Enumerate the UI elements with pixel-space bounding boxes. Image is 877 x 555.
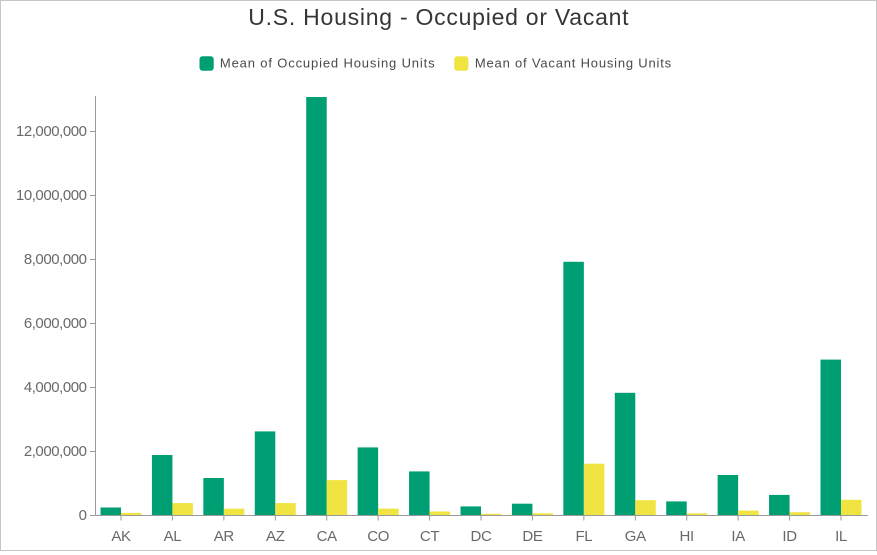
- svg-text:8,000,000: 8,000,000: [24, 251, 87, 268]
- svg-text:2,000,000: 2,000,000: [24, 443, 87, 460]
- svg-text:AR: AR: [214, 528, 235, 545]
- svg-text:DE: DE: [522, 528, 542, 545]
- svg-text:ID: ID: [782, 528, 797, 545]
- svg-text:GA: GA: [625, 528, 646, 545]
- svg-text:U.S. Housing - Occupied or Vac: U.S. Housing - Occupied or Vacant: [248, 4, 629, 30]
- svg-text:IL: IL: [835, 528, 847, 545]
- svg-text:0: 0: [79, 507, 87, 524]
- svg-text:AK: AK: [111, 528, 131, 545]
- svg-text:12,000,000: 12,000,000: [16, 123, 87, 140]
- svg-text:DC: DC: [471, 528, 492, 545]
- svg-text:HI: HI: [680, 528, 694, 545]
- svg-text:AL: AL: [164, 528, 182, 545]
- svg-text:CT: CT: [420, 528, 439, 545]
- svg-text:CO: CO: [367, 528, 389, 545]
- svg-text:IA: IA: [731, 528, 745, 545]
- svg-text:FL: FL: [575, 528, 592, 545]
- svg-text:4,000,000: 4,000,000: [24, 379, 87, 396]
- svg-text:AZ: AZ: [266, 528, 285, 545]
- svg-text:Mean of Vacant Housing Units: Mean of Vacant Housing Units: [475, 55, 672, 70]
- svg-text:10,000,000: 10,000,000: [16, 187, 87, 204]
- svg-text:6,000,000: 6,000,000: [24, 315, 87, 332]
- svg-text:CA: CA: [317, 528, 337, 545]
- svg-text:Mean of Occupied Housing Units: Mean of Occupied Housing Units: [220, 55, 436, 70]
